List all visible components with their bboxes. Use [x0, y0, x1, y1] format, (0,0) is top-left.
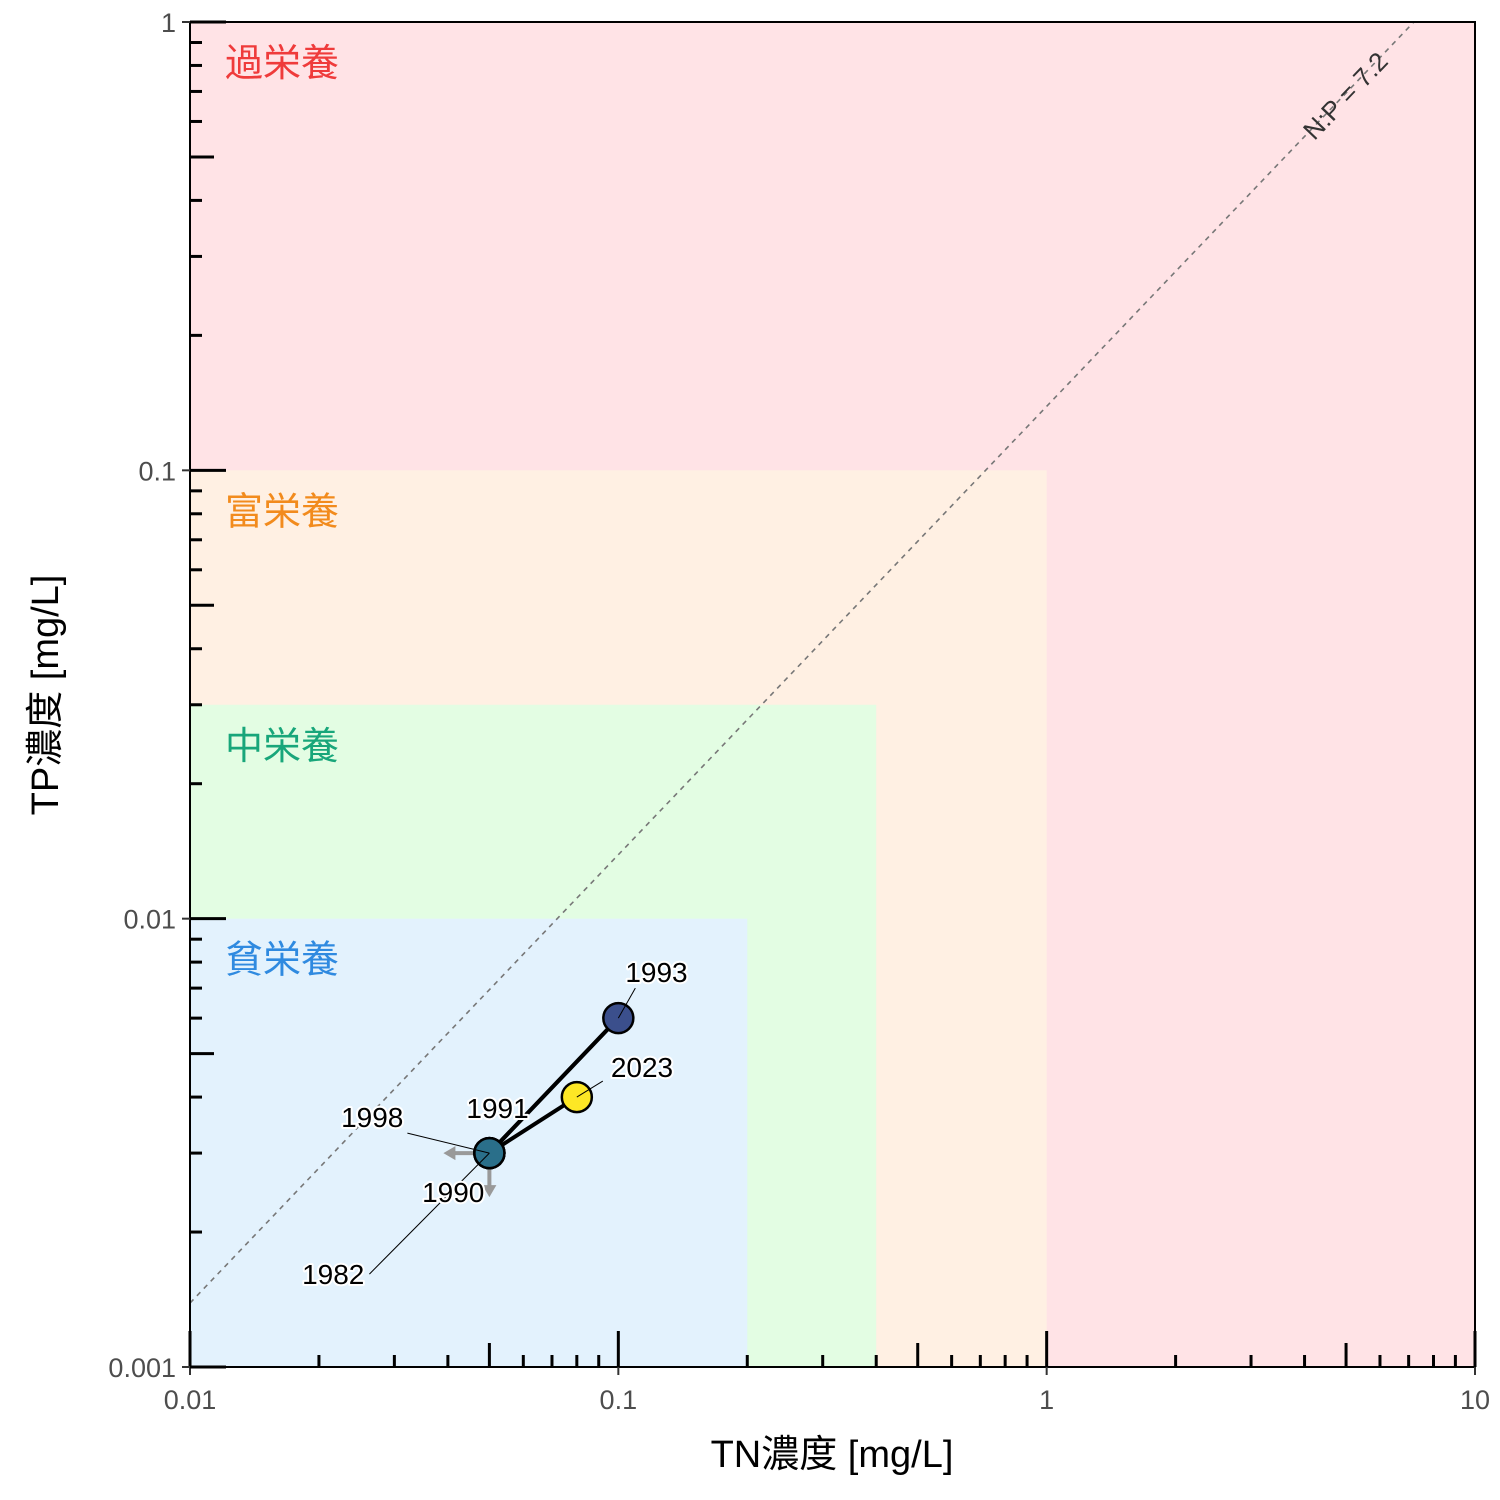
y-tick-label-1: 1 — [161, 8, 176, 38]
year-label-1990: 1990 — [422, 1177, 484, 1208]
y-tick-label-0-1: 0.1 — [138, 456, 176, 486]
x-axis-title: TN濃度 [mg/L] — [711, 1434, 954, 1476]
zone-label-hypertrophic: 過栄養 — [225, 41, 339, 85]
year-label-2023: 2023 — [611, 1052, 673, 1083]
x-tick-label-0-01: 0.01 — [164, 1385, 217, 1415]
year-label-1991: 1991 — [466, 1093, 528, 1124]
leader-line-1982 — [369, 1152, 490, 1275]
plot-frame — [189, 21, 1476, 1368]
data-series: 1982 1990 1991 1993 1998 2023 — [300, 955, 690, 1292]
plot-border — [189, 21, 1476, 1368]
leader-line-2023 — [576, 1080, 604, 1098]
zone-label-eutrophic: 富栄養 — [225, 489, 339, 533]
arrow-down-head — [482, 1185, 497, 1198]
path-segment-1993-1998 — [487, 1016, 621, 1156]
year-label-1998: 1998 — [341, 1102, 403, 1133]
y-tick-label-0-01: 0.01 — [123, 905, 176, 935]
leader-line-1993 — [617, 987, 636, 1019]
y-axis: 0.001 0.01 0.1 1 — [108, 8, 226, 1383]
zone-label-mesotrophic: 中栄養 — [225, 724, 339, 768]
zone-oligotrophic — [190, 918, 748, 1367]
x-tick-label-10: 10 — [1460, 1385, 1490, 1415]
year-label-1982: 1982 — [302, 1259, 364, 1290]
y-tick-label-0-001: 0.001 — [108, 1353, 176, 1383]
leader-line-1998 — [407, 1132, 490, 1154]
x-tick-label-0-1: 0.1 — [600, 1385, 638, 1415]
year-label-1993: 1993 — [625, 957, 687, 988]
x-tick-label-1: 1 — [1039, 1385, 1054, 1415]
zone-label-oligotrophic: 貧栄養 — [225, 938, 339, 982]
path-segment-1998-2023 — [487, 1095, 579, 1156]
y-axis-title: TP濃度 [mg/L] — [25, 575, 67, 816]
data-point-1993 — [602, 1001, 635, 1035]
x-axis: 0.01 0.1 1 10 — [164, 1331, 1490, 1415]
trophic-zones — [190, 22, 1475, 1367]
arrow-left-head — [443, 1146, 456, 1161]
